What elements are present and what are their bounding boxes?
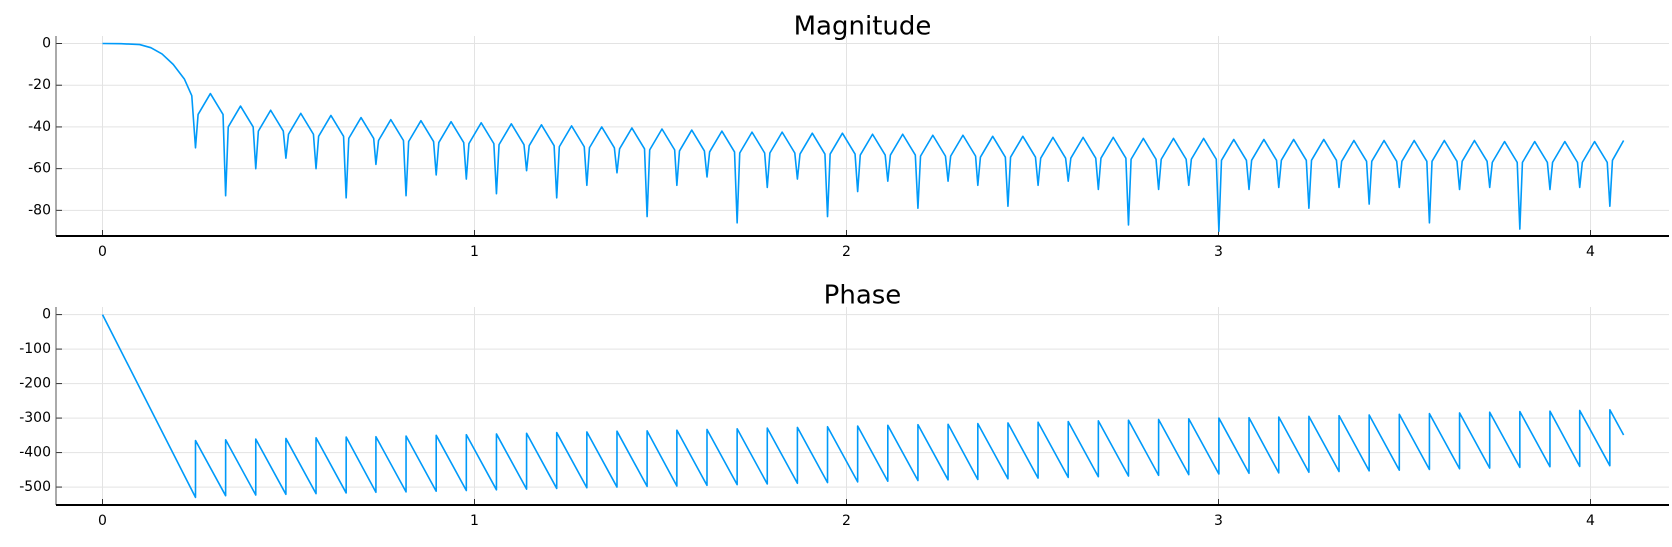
y-tick-label: -100 [19, 341, 51, 357]
y-tick-label: 0 [42, 36, 51, 52]
x-tick-label: 1 [470, 513, 479, 529]
x-tick-label: 0 [98, 244, 107, 260]
x-tick-label: 3 [1214, 244, 1223, 260]
x-tick-label: 3 [1214, 513, 1223, 529]
x-tick-label: 2 [842, 244, 851, 260]
data-line [101, 314, 1625, 499]
y-tick-label: -60 [28, 161, 51, 177]
chart-title: Phase [824, 281, 902, 311]
x-tick-label: 2 [842, 513, 851, 529]
y-tick-label: -500 [19, 479, 51, 495]
x-tick-label: 4 [1586, 513, 1595, 529]
x-tick-label: 4 [1586, 244, 1595, 260]
x-tick-label: 1 [470, 244, 479, 260]
y-tick-label: -20 [28, 77, 51, 93]
data-line [102, 42, 1625, 232]
y-tick-label: -200 [19, 376, 51, 392]
y-tick-label: 0 [42, 307, 51, 323]
y-tick-label: -80 [28, 202, 51, 218]
y-tick-label: -40 [28, 119, 51, 135]
y-tick-label: -300 [19, 410, 51, 426]
y-tick-label: -400 [19, 445, 51, 461]
chart-title: Magnitude [794, 12, 932, 42]
x-tick-label: 0 [98, 513, 107, 529]
